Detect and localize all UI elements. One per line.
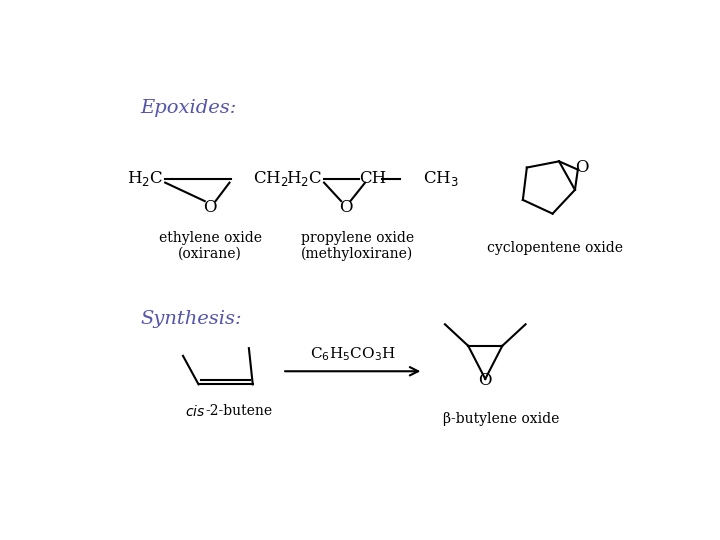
- Text: O: O: [339, 199, 353, 216]
- Text: O: O: [575, 159, 589, 176]
- Text: (methyloxirane): (methyloxirane): [301, 246, 413, 261]
- Text: O: O: [479, 372, 492, 389]
- Text: CH: CH: [359, 170, 387, 187]
- Text: CH$_2$: CH$_2$: [253, 169, 289, 188]
- Text: C$_6$H$_5$CO$_3$H: C$_6$H$_5$CO$_3$H: [310, 346, 395, 363]
- Text: ethylene oxide: ethylene oxide: [158, 231, 261, 245]
- Text: Synthesis:: Synthesis:: [140, 309, 242, 328]
- Text: propylene oxide: propylene oxide: [301, 231, 414, 245]
- Text: O: O: [203, 199, 217, 216]
- Text: -2-butene: -2-butene: [205, 404, 273, 418]
- Text: H$_2$C: H$_2$C: [287, 169, 323, 188]
- Text: $\it{cis}$: $\it{cis}$: [185, 404, 205, 419]
- Text: cyclopentene oxide: cyclopentene oxide: [487, 241, 623, 255]
- Text: Epoxides:: Epoxides:: [140, 99, 237, 117]
- Text: β-butylene oxide: β-butylene oxide: [443, 412, 559, 426]
- Text: (oxirane): (oxirane): [178, 246, 242, 260]
- Text: CH$_3$: CH$_3$: [423, 169, 459, 188]
- Text: H$_2$C: H$_2$C: [127, 169, 163, 188]
